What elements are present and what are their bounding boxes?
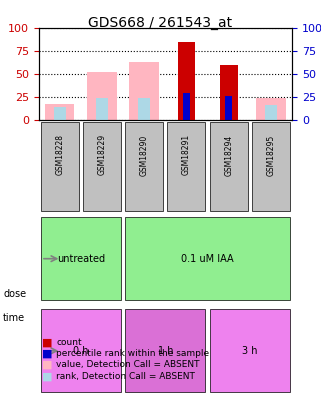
Bar: [225, 96, 232, 121]
Bar: [265, 105, 277, 121]
Text: value, Detection Call = ABSENT: value, Detection Call = ABSENT: [56, 360, 200, 369]
Text: count: count: [56, 338, 82, 347]
Text: ■: ■: [42, 360, 52, 370]
FancyBboxPatch shape: [41, 309, 121, 392]
Text: ■: ■: [42, 371, 52, 381]
Bar: [256, 98, 286, 121]
Text: 1 h: 1 h: [158, 346, 173, 356]
Text: rank, Detection Call = ABSENT: rank, Detection Call = ABSENT: [56, 372, 195, 381]
Text: GSM18294: GSM18294: [224, 134, 233, 175]
FancyBboxPatch shape: [210, 309, 290, 392]
Bar: [96, 98, 108, 121]
FancyBboxPatch shape: [125, 217, 290, 300]
Text: 0.1 uM IAA: 0.1 uM IAA: [181, 254, 234, 264]
FancyBboxPatch shape: [168, 122, 205, 211]
Bar: [129, 62, 159, 121]
FancyBboxPatch shape: [125, 122, 163, 211]
Text: time: time: [3, 313, 25, 323]
Bar: [178, 42, 195, 121]
FancyBboxPatch shape: [41, 122, 79, 211]
Text: ■: ■: [42, 349, 52, 358]
Bar: [54, 107, 65, 121]
Bar: [45, 104, 74, 121]
Text: ■: ■: [42, 337, 52, 347]
Bar: [138, 98, 150, 121]
Bar: [87, 72, 117, 121]
FancyBboxPatch shape: [41, 217, 121, 300]
Text: GDS668 / 261543_at: GDS668 / 261543_at: [89, 16, 232, 30]
Text: percentile rank within the sample: percentile rank within the sample: [56, 349, 209, 358]
Text: GSM18295: GSM18295: [266, 134, 275, 175]
Text: GSM18291: GSM18291: [182, 134, 191, 175]
FancyBboxPatch shape: [210, 122, 248, 211]
Text: GSM18228: GSM18228: [55, 134, 64, 175]
Text: untreated: untreated: [57, 254, 105, 264]
FancyBboxPatch shape: [252, 122, 290, 211]
FancyBboxPatch shape: [125, 309, 205, 392]
Bar: [183, 93, 190, 121]
Text: GSM18229: GSM18229: [97, 134, 107, 175]
Text: GSM18290: GSM18290: [140, 134, 149, 175]
Text: dose: dose: [3, 289, 26, 298]
Text: 0 h: 0 h: [73, 346, 89, 356]
Bar: [220, 65, 238, 121]
FancyBboxPatch shape: [83, 122, 121, 211]
Text: 3 h: 3 h: [242, 346, 257, 356]
